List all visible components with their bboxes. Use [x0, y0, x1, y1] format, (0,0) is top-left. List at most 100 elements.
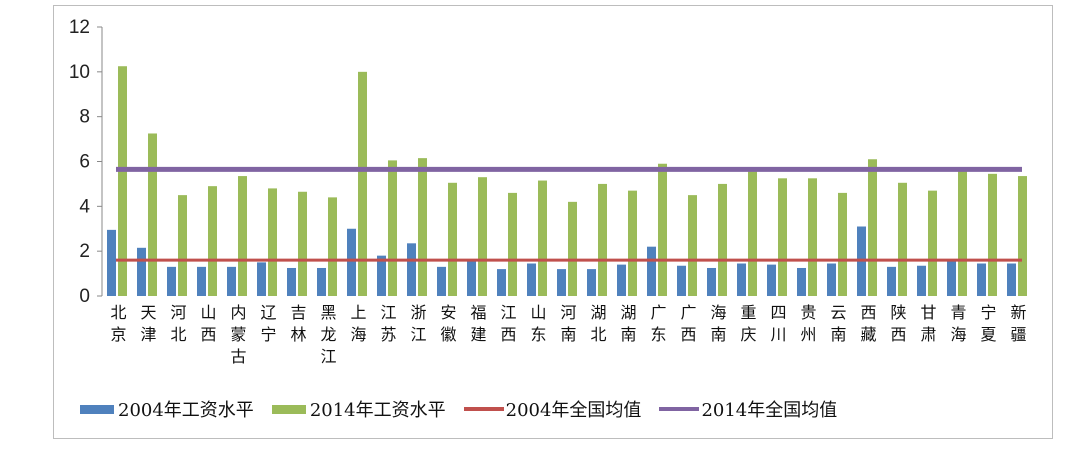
- x-category-label: 河南: [558, 304, 577, 348]
- legend-label-2014-avg: 2014年全国均值: [701, 400, 838, 421]
- legend-item-2014-avg: 2014年全国均值: [659, 396, 837, 422]
- x-category-label: 陕西: [888, 304, 907, 348]
- bar-2004-0: [107, 229, 116, 296]
- y-tick-label: 12: [69, 17, 90, 38]
- legend-label-2004-wage: 2004年工资水平: [118, 400, 254, 421]
- bar-2014-17: [628, 190, 637, 296]
- legend-item-2004-wage: 2004年工资水平: [80, 396, 254, 422]
- x-category-label: 内蒙古: [228, 304, 247, 370]
- bar-2004-18: [647, 246, 656, 296]
- x-category-label: 贵州: [798, 304, 817, 348]
- bar-2014-22: [778, 178, 787, 296]
- x-category-label: 黑龙江: [318, 304, 337, 370]
- legend-label-2014-wage: 2014年工资水平: [309, 400, 446, 421]
- legend: 2004年工资水平 2014年工资水平 2004年全国均值 2014年全国均值: [80, 392, 1040, 426]
- x-category-label: 辽宁: [258, 304, 277, 348]
- bar-2014-5: [268, 188, 277, 296]
- x-category-label: 吉林: [288, 304, 307, 348]
- y-tick-label: 8: [79, 107, 90, 128]
- bar-2004-12: [467, 261, 476, 296]
- bar-2014-20: [718, 183, 727, 296]
- bar-2004-23: [797, 267, 806, 296]
- bar-2004-17: [617, 264, 626, 296]
- bar-2004-6: [287, 267, 296, 296]
- bar-2004-11: [437, 266, 446, 296]
- bar-2004-15: [557, 269, 566, 296]
- bar-2014-19: [688, 195, 697, 296]
- bar-2014-1: [148, 133, 157, 296]
- bar-2014-23: [808, 178, 817, 296]
- x-category-label: 湖南: [618, 304, 637, 348]
- bar-2004-30: [1007, 263, 1016, 296]
- x-category-label: 上海: [348, 304, 367, 348]
- y-tick-label: 6: [79, 152, 90, 173]
- bar-2014-6: [298, 191, 307, 296]
- bar-2004-7: [317, 267, 326, 296]
- bar-2014-25: [868, 159, 877, 296]
- x-category-label: 浙江: [408, 304, 427, 348]
- legend-swatch-2014-avg: [659, 407, 700, 411]
- bar-2004-1: [137, 247, 146, 296]
- x-category-label: 江西: [498, 304, 517, 348]
- x-category-label: 西藏: [858, 304, 877, 348]
- x-category-label: 山西: [198, 304, 217, 348]
- legend-item-2004-avg: 2004年全国均值: [463, 396, 642, 422]
- bar-2014-26: [898, 182, 907, 296]
- y-tick-label: 0: [79, 286, 90, 307]
- chart-frame: [53, 5, 1053, 439]
- x-category-label: 云南: [828, 304, 847, 348]
- bar-2014-14: [538, 180, 547, 296]
- x-category-label: 海南: [708, 304, 727, 348]
- bar-2004-14: [527, 263, 536, 296]
- x-category-label: 广西: [678, 304, 697, 348]
- y-axis-ticks: 0 2 4 6 8 10 12: [69, 17, 102, 307]
- bars-group: [107, 66, 1027, 297]
- bar-2004-4: [227, 266, 236, 296]
- bar-2004-26: [887, 266, 896, 296]
- x-category-label: 宁夏: [978, 304, 997, 348]
- legend-label-2004-avg: 2004年全国均值: [505, 400, 642, 421]
- x-axis-category-labels: 北京 天津 河北 山西 内蒙古 辽宁 吉林 黑龙江 上海 江苏 浙江 安徽 福建 江西 山东 河南 湖北 湖南 广东…: [108, 304, 1027, 370]
- x-category-label: 甘肃: [918, 304, 937, 348]
- reference-lines: [116, 166, 1022, 262]
- x-category-label: 新疆: [1008, 304, 1027, 348]
- bar-2014-11: [448, 182, 457, 296]
- bar-2014-18: [658, 163, 667, 296]
- bar-2004-16: [587, 269, 596, 296]
- bar-2004-21: [737, 263, 746, 296]
- bar-2014-16: [598, 183, 607, 296]
- bar-2004-20: [707, 267, 716, 296]
- bar-2004-13: [497, 269, 506, 296]
- bar-2014-3: [208, 186, 217, 296]
- bar-2004-24: [827, 263, 836, 296]
- x-category-label: 安徽: [438, 304, 457, 348]
- y-tick-label: 2: [79, 241, 90, 262]
- x-category-label: 河北: [168, 304, 187, 348]
- bar-2014-0: [118, 66, 127, 297]
- bar-2014-9: [388, 160, 397, 296]
- x-category-label: 江苏: [378, 304, 397, 348]
- bar-2014-29: [988, 173, 997, 296]
- bar-2014-15: [568, 201, 577, 296]
- bar-2014-28: [958, 169, 967, 296]
- legend-item-2014-wage: 2014年工资水平: [271, 396, 446, 422]
- bar-2014-8: [358, 71, 367, 296]
- bar-2014-27: [928, 190, 937, 296]
- x-category-label: 青海: [948, 304, 967, 348]
- legend-swatch-2004-wage: [80, 404, 114, 414]
- x-category-label: 天津: [138, 304, 157, 348]
- bar-2004-22: [767, 264, 776, 296]
- bar-2014-30: [1018, 176, 1027, 296]
- bar-2004-29: [977, 263, 986, 296]
- bar-2004-2: [167, 266, 176, 296]
- bar-2014-2: [178, 195, 187, 296]
- bar-2014-4: [238, 176, 247, 296]
- x-category-label: 四川: [768, 304, 787, 348]
- legend-swatch-2014-wage: [271, 404, 306, 414]
- bar-2004-3: [197, 266, 206, 296]
- y-tick-label: 10: [69, 62, 90, 83]
- bar-2014-13: [508, 192, 517, 296]
- x-category-label: 广东: [648, 304, 667, 348]
- x-category-label: 山东: [528, 304, 547, 348]
